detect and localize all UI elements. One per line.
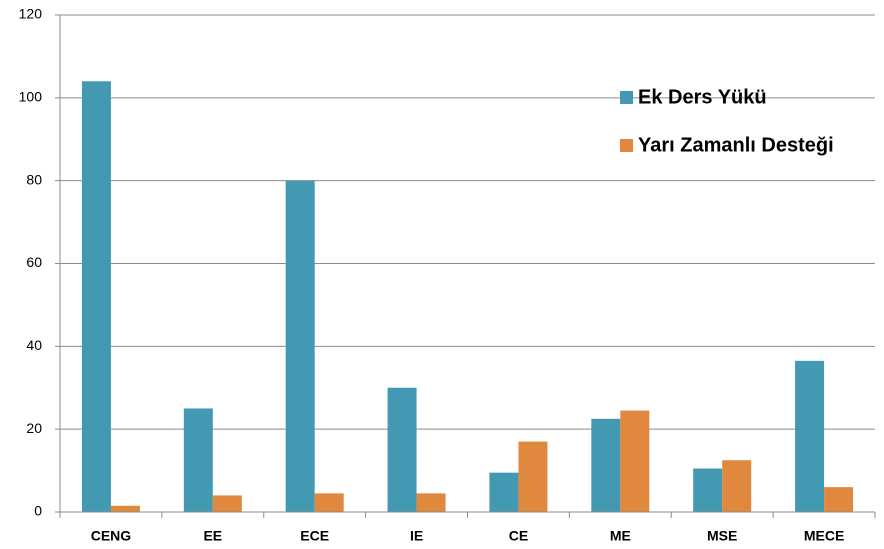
x-tick-label: ECE — [300, 528, 329, 544]
bar — [285, 180, 315, 512]
y-tick-label: 80 — [26, 171, 42, 187]
x-tick-label: EE — [203, 528, 222, 544]
bar — [416, 493, 446, 512]
bar — [212, 495, 242, 512]
y-tick-label: 60 — [26, 254, 42, 270]
bar — [824, 487, 854, 512]
bar — [489, 472, 519, 512]
legend-swatch — [620, 91, 633, 104]
bar — [314, 493, 344, 512]
legend-label: Ek Ders Yükü — [638, 86, 767, 108]
bar — [518, 441, 548, 512]
y-tick-label: 100 — [19, 89, 43, 105]
x-tick-label: CE — [509, 528, 528, 544]
legend-swatch — [620, 139, 633, 152]
bar — [722, 460, 752, 512]
bar — [795, 360, 825, 512]
bar — [183, 408, 213, 512]
bar — [620, 410, 650, 512]
y-tick-label: 0 — [34, 503, 42, 519]
y-tick-label: 20 — [26, 420, 42, 436]
bar — [387, 387, 417, 512]
x-tick-label: ME — [610, 528, 631, 544]
x-tick-label: MECE — [804, 528, 844, 544]
legend-label: Yarı Zamanlı Desteği — [638, 134, 834, 156]
bar — [693, 468, 723, 512]
bar — [591, 418, 621, 512]
x-tick-label: MSE — [707, 528, 737, 544]
bar — [81, 81, 111, 513]
x-tick-label: IE — [410, 528, 423, 544]
x-tick-label: CENG — [91, 528, 132, 544]
bar — [110, 505, 140, 512]
y-tick-label: 120 — [19, 6, 43, 22]
y-tick-label: 40 — [26, 337, 42, 353]
